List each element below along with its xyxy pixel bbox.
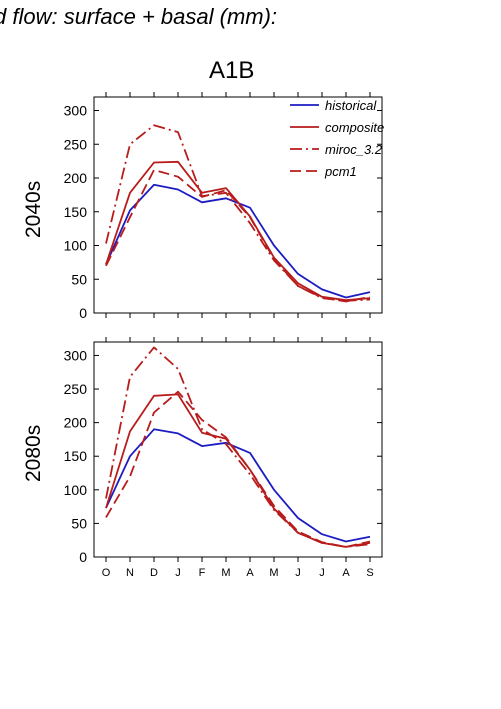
series-line-historical (105, 428, 371, 543)
x-tick-label: O (102, 567, 111, 579)
legend-label: miroc_3.2 (325, 142, 383, 157)
series-line-pcm1 (105, 168, 371, 303)
scenario-title: A1B (209, 57, 255, 84)
series-line-composite (105, 393, 371, 548)
y-tick-label: 300 (64, 347, 88, 363)
y-tick-label: 50 (71, 271, 87, 287)
y-tick-label: 150 (64, 448, 88, 464)
x-tick-label: J (175, 567, 181, 579)
legend-label: historical (325, 98, 377, 113)
x-tick-label: D (150, 567, 158, 579)
x-tick-label: N (126, 567, 134, 579)
y-tick-label: 150 (64, 204, 88, 220)
series-line-composite (105, 160, 371, 302)
y-tick-label: 250 (64, 136, 88, 152)
chart-panel-2: 0 50 100 150 200 250 300 O N D J F M A M J J A S (64, 337, 383, 579)
y-tick-label: 200 (64, 170, 88, 186)
x-tick-label: S (366, 567, 373, 579)
plot-frame (93, 341, 383, 558)
y-tick-label: 100 (64, 238, 88, 254)
y-tick-label: 100 (64, 482, 88, 498)
x-tick-label: M (221, 567, 230, 579)
y-tick-label: 300 (64, 103, 88, 119)
series-line-miroc-3-2 (105, 346, 371, 548)
legend-label: pcm1 (324, 164, 357, 179)
y-tick-label: 50 (71, 515, 87, 531)
legend-label: composite (325, 120, 384, 135)
y-tick-label: 0 (79, 305, 87, 321)
x-tick-label: J (319, 567, 325, 579)
x-tick-label: A (246, 567, 254, 579)
x-tick-label: F (199, 567, 206, 579)
legend: historical composite miroc_3.2 pcm1 (290, 98, 384, 179)
y-tick-label: 0 (79, 549, 87, 565)
x-tick-label: J (295, 567, 301, 579)
series-line-pcm1 (105, 390, 371, 548)
x-tick-label: A (342, 567, 350, 579)
plot-frame (93, 96, 383, 314)
y-tick-label: 250 (64, 381, 88, 397)
chart-panel-1: 0 50 100 150 200 250 300 historical composite mir… (64, 92, 384, 321)
y-tick-label: 200 (64, 415, 88, 431)
figure-title: d flow: surface + basal (mm): (0, 4, 278, 29)
x-tick-label: M (269, 567, 278, 579)
